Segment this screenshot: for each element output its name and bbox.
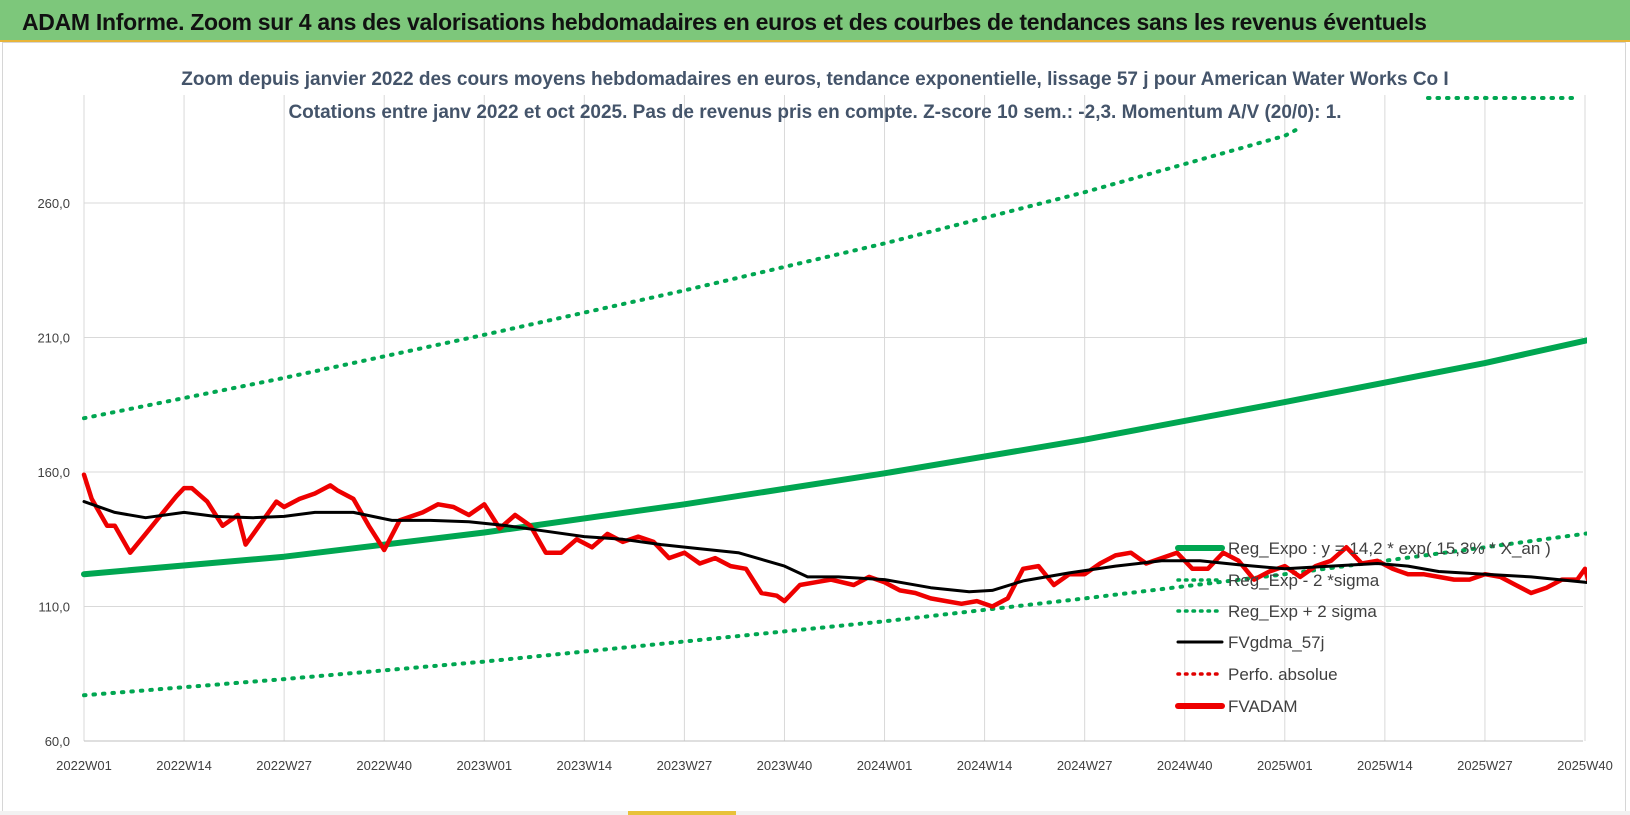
legend-label-perfo: Perfo. absolue bbox=[1228, 665, 1338, 684]
x-tick-label: 2025W27 bbox=[1457, 758, 1513, 773]
x-tick-label: 2024W27 bbox=[1057, 758, 1113, 773]
series-line-reg-minus bbox=[82, 531, 1587, 698]
x-tick-label: 2024W40 bbox=[1157, 758, 1213, 773]
series-line-reg-expo bbox=[81, 337, 1587, 578]
y-tick-label: 110,0 bbox=[38, 600, 70, 615]
legend-label-reg-expo: Reg_Expo : y = 14,2 * exp( 15,3% * X_an … bbox=[1228, 539, 1551, 558]
legend-label-reg-minus: Reg_Exp - 2 *sigma bbox=[1228, 571, 1380, 590]
y-tick-label: 60,0 bbox=[45, 734, 70, 749]
y-axis-ticks: 60,0 110,0 160,0 210,0 260,0 bbox=[37, 196, 70, 749]
series bbox=[81, 125, 1587, 698]
series-line-fvgdma bbox=[82, 500, 1587, 594]
x-tick-label: 2024W01 bbox=[857, 758, 913, 773]
y-tick-label: 260,0 bbox=[37, 196, 70, 211]
bottom-accent bbox=[628, 811, 736, 815]
x-axis-ticks: 2022W01 2022W14 2022W27 2022W40 2023W01 2023W… bbox=[56, 758, 1613, 773]
page-title: ADAM Informe. Zoom sur 4 ans des valoris… bbox=[22, 9, 1427, 35]
x-tick-label: 2022W01 bbox=[56, 758, 112, 773]
x-tick-label: 2023W40 bbox=[757, 758, 813, 773]
legend-label-reg-plus: Reg_Exp + 2 sigma bbox=[1228, 602, 1377, 621]
bottom-strip bbox=[0, 811, 1630, 815]
series-line-reg-plus bbox=[82, 125, 1303, 421]
x-tick-label: 2022W27 bbox=[256, 758, 312, 773]
legend-label-fvgdma: FVgdma_57j bbox=[1228, 633, 1324, 652]
legend-label-fvadam: FVADAM bbox=[1228, 697, 1298, 716]
x-tick-label: 2022W14 bbox=[156, 758, 212, 773]
y-tick-label: 210,0 bbox=[37, 331, 70, 346]
x-tick-label: 2023W14 bbox=[557, 758, 613, 773]
grid bbox=[83, 95, 1586, 742]
x-tick-label: 2025W01 bbox=[1257, 758, 1313, 773]
x-tick-label: 2024W14 bbox=[957, 758, 1013, 773]
x-tick-label: 2023W27 bbox=[657, 758, 713, 773]
x-tick-label: 2023W01 bbox=[456, 758, 512, 773]
legend: Reg_Expo : y = 14,2 * exp( 15,3% * X_an … bbox=[1175, 539, 1551, 716]
series-line-fvadam bbox=[81, 472, 1587, 609]
x-tick-label: 2025W14 bbox=[1357, 758, 1413, 773]
header-banner: ADAM Informe. Zoom sur 4 ans des valoris… bbox=[0, 0, 1630, 42]
chart-title: Zoom depuis janvier 2022 des cours moyen… bbox=[181, 69, 1448, 123]
chart-title-line-1: Zoom depuis janvier 2022 des cours moyen… bbox=[181, 69, 1448, 90]
y-tick-label: 160,0 bbox=[37, 465, 70, 480]
x-tick-label: 2022W40 bbox=[356, 758, 412, 773]
x-tick-label: 2025W40 bbox=[1557, 758, 1613, 773]
chart-title-line-2: Cotations entre janv 2022 et oct 2025. P… bbox=[288, 102, 1341, 123]
